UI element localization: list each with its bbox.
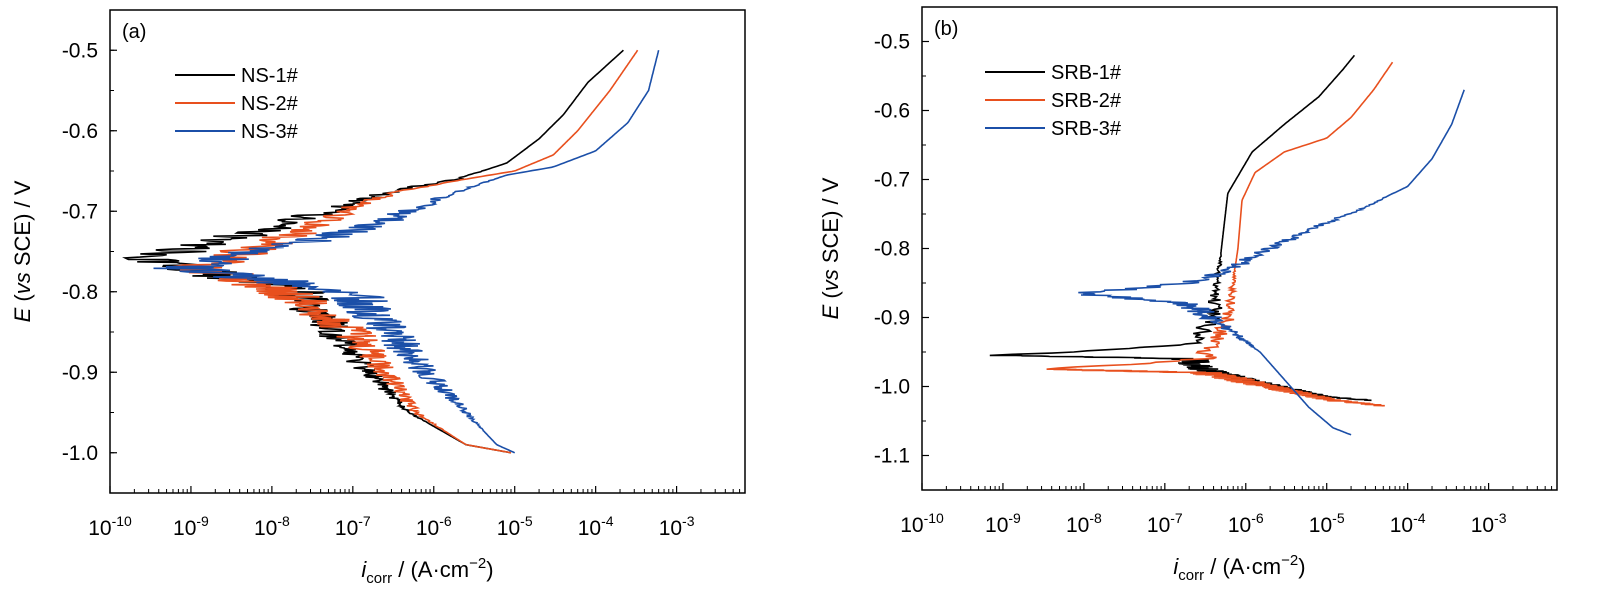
series-line-NS-3#: [153, 50, 660, 454]
legend-label: NS-2#: [241, 93, 299, 115]
x-tick-label: 10-10: [88, 513, 132, 540]
y-tick-label: -0.9: [874, 307, 910, 330]
x-tick-label: 10-8: [1066, 510, 1102, 537]
series-line-SRB-3#: [1078, 89, 1465, 436]
x-tick-label: 10-4: [1390, 510, 1426, 537]
panel-label: (a): [122, 21, 146, 43]
series-line-NS-1#: [122, 49, 624, 454]
x-tick-label: 10-3: [1471, 510, 1507, 537]
series-line-SRB-2#: [1046, 61, 1394, 407]
x-tick-label: 10-9: [173, 513, 209, 540]
y-axis-title: E (vs SCE) / V: [818, 177, 843, 319]
x-tick-label: 10-9: [985, 510, 1021, 537]
y-tick-label: -0.8: [874, 238, 910, 261]
y-tick-label: -0.7: [874, 169, 910, 192]
x-tick-label: 10-7: [335, 513, 371, 540]
y-tick-label: -1.1: [874, 445, 910, 468]
y-axis-title: E (vs SCE) / V: [10, 180, 35, 322]
x-tick-label: 10-6: [1228, 510, 1264, 537]
x-tick-label: 10-6: [416, 513, 452, 540]
legend-label: SRB-1#: [1051, 62, 1122, 84]
x-tick-label: 10-5: [1309, 510, 1345, 537]
x-tick-label: 10-8: [254, 513, 290, 540]
y-tick-label: -1.0: [874, 376, 910, 399]
x-tick-label: 10-5: [497, 513, 533, 540]
y-tick-label: -0.6: [62, 120, 98, 143]
panel-label: (b): [934, 18, 958, 40]
y-tick-label: -0.7: [62, 200, 98, 223]
x-axis-title: icorr / (A·cm−2): [1173, 552, 1305, 584]
x-tick-label: 10-7: [1147, 510, 1183, 537]
legend-label: NS-1#: [241, 65, 299, 87]
y-tick-label: -0.5: [874, 31, 910, 54]
x-tick-label: 10-3: [659, 513, 695, 540]
y-tick-label: -1.0: [62, 442, 98, 465]
x-tick-label: 10-4: [578, 513, 614, 540]
panel-a: (a) 10-10 10-9 10-8 10-7 10-6 10-5 10-4 10-3 -0.5…: [10, 9, 746, 587]
legend-label: SRB-3#: [1051, 118, 1122, 140]
y-tick-label: -0.5: [62, 39, 98, 62]
y-tick-label: -0.6: [874, 100, 910, 123]
panel-b: (b) 10-10 10-9 10-8 10-7 10-6 10-5 10-4 10-3 -0.5…: [818, 6, 1558, 584]
x-axis-title: icorr / (A·cm−2): [361, 555, 493, 587]
legend-label: NS-3#: [241, 121, 299, 143]
x-tick-label: 10-10: [900, 510, 944, 537]
y-tick-label: -0.8: [62, 281, 98, 304]
y-tick-label: -0.9: [62, 361, 98, 384]
legend-label: SRB-2#: [1051, 90, 1122, 112]
